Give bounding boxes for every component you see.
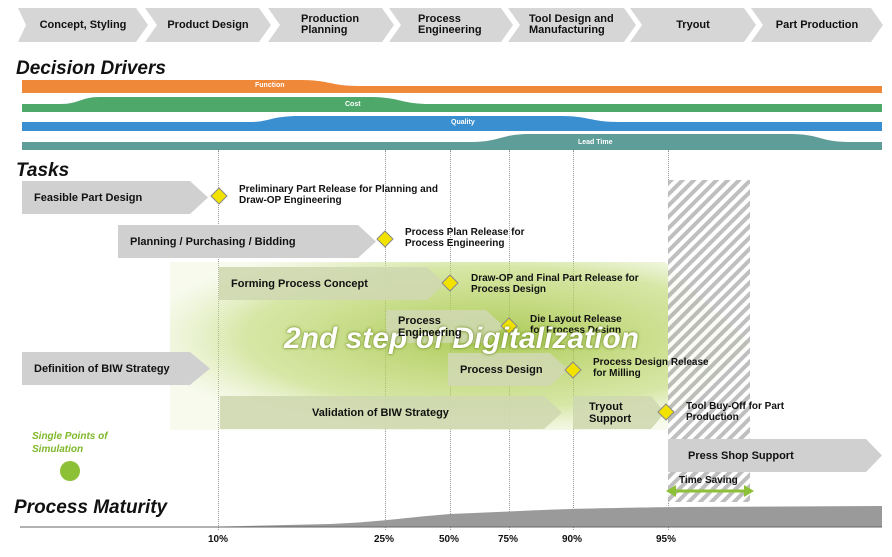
- task-press-shop-support: Press Shop Support: [668, 439, 882, 472]
- decision-driver-bands: [22, 80, 882, 150]
- phase-part-production: Part Production: [751, 8, 883, 42]
- milestone-diamond-1: [210, 187, 228, 205]
- milestone-diamond-6: [657, 403, 675, 421]
- phase-tool-design: Tool Design and Manufacturing: [508, 8, 636, 42]
- milestone-note-1: Preliminary Part Release for Planning an…: [239, 184, 438, 206]
- task-process-design: Process Design: [448, 353, 568, 386]
- milestone-diamond-2: [376, 230, 394, 248]
- tasks-title: Tasks: [16, 160, 70, 181]
- task-planning-purchasing-bidding: Planning / Purchasing / Bidding: [118, 225, 376, 258]
- task-feasible-part-design: Feasible Part Design: [22, 181, 208, 214]
- milestone-note-5: Process Design Release for Milling: [593, 357, 709, 379]
- maturity-tick-90: 90%: [562, 534, 583, 545]
- milestone-note-3: Draw-OP and Final Part Release for Proce…: [471, 273, 639, 295]
- maturity-tick-50: 50%: [439, 534, 460, 545]
- milestone-diamond-3: [441, 274, 459, 292]
- simulation-dot: [60, 461, 80, 481]
- lead-time-band-label: Lead Time: [578, 139, 613, 146]
- task-tryout-support: Tryout Support: [573, 396, 665, 429]
- digitalization-title: 2nd step of Digitalization: [284, 322, 640, 355]
- quality-band-label: Quality: [451, 119, 475, 126]
- task-validation-biw-strategy: Validation of BIW Strategy: [220, 396, 562, 429]
- maturity-tick-10: 10%: [208, 534, 229, 545]
- task-definition-biw-strategy: Definition of BIW Strategy: [22, 352, 210, 385]
- phase-concept-styling: Concept, Styling: [18, 8, 148, 42]
- quality-band: [22, 116, 882, 131]
- cost-band-label: Cost: [345, 101, 361, 108]
- milestone-diamond-4: [500, 317, 518, 335]
- task-forming-process-concept: Forming Process Concept: [219, 267, 445, 300]
- single-points-label: Single Points of Simulation: [32, 431, 108, 455]
- phase-production-planning: Production Planning: [268, 8, 394, 42]
- phase-product-design: Product Design: [145, 8, 271, 42]
- task-process-engineering: Process Engineering: [386, 310, 504, 343]
- decision-drivers-title: Decision Drivers: [16, 58, 166, 79]
- maturity-tick-95: 95%: [656, 534, 677, 545]
- lead-time-band: [22, 134, 882, 150]
- milestone-note-6: Tool Buy-Off for Part Production: [686, 401, 785, 423]
- cost-band: [22, 97, 882, 112]
- phase-process-engineering: Process Engineering: [389, 8, 513, 42]
- maturity-tick-25: 25%: [374, 534, 395, 545]
- milestone-diamond-5: [564, 361, 582, 379]
- milestone-note-2: Process Plan Release for Process Enginee…: [405, 227, 525, 249]
- process-maturity-curve: [20, 506, 882, 528]
- function-band-label: Function: [255, 82, 285, 89]
- milestone-note-4: Die Layout Release for Process Design: [530, 314, 622, 336]
- process-maturity-title: Process Maturity: [14, 497, 168, 518]
- time-saving-arrow: [666, 485, 754, 497]
- maturity-tick-75: 75%: [498, 534, 519, 545]
- function-band: [22, 80, 882, 93]
- time-saving-label: Time Saving: [679, 475, 738, 486]
- phase-tryout: Tryout: [630, 8, 756, 42]
